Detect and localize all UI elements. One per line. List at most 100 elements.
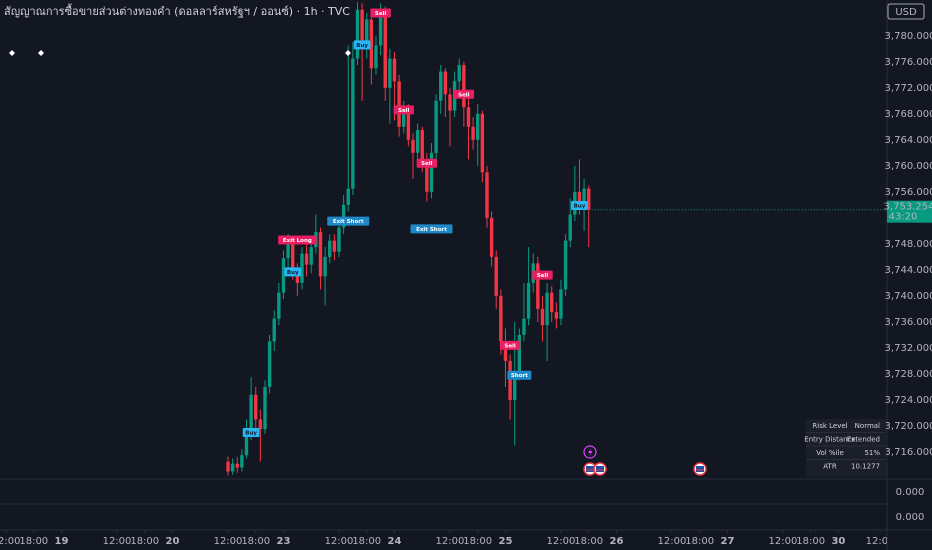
y-tick-label: 3,736.000 bbox=[885, 317, 932, 328]
last-price-box bbox=[887, 200, 932, 223]
signal-label bbox=[393, 105, 414, 115]
candle-body bbox=[258, 419, 263, 430]
x-tick-label: 18:00 bbox=[574, 536, 603, 547]
candle-body bbox=[332, 240, 337, 252]
signal-text: Exit Short bbox=[416, 227, 447, 233]
signal-text: Exit Long bbox=[283, 238, 312, 244]
x-tick-label: 12:00 bbox=[103, 536, 132, 547]
x-tick-label: 12:00 bbox=[866, 536, 895, 547]
table-value: Normal bbox=[855, 422, 880, 430]
candle-body bbox=[397, 81, 401, 127]
candle-body bbox=[536, 263, 540, 309]
candle-body bbox=[346, 188, 350, 205]
flag-icon[interactable] bbox=[593, 462, 607, 476]
candle-body bbox=[244, 436, 249, 456]
table-label: Vol %ile bbox=[816, 449, 844, 457]
x-tick-label: 18:00 bbox=[352, 536, 381, 547]
x-tick-label: 12:00 bbox=[0, 536, 20, 547]
signal-text: Sell bbox=[421, 161, 433, 167]
table-value: 51% bbox=[864, 449, 880, 457]
y-tick-label: 3,740.000 bbox=[885, 291, 932, 302]
candle-body bbox=[499, 295, 503, 342]
event-icons bbox=[583, 445, 707, 476]
x-tick-label: 18:00 bbox=[130, 536, 159, 547]
candle-body bbox=[415, 130, 420, 153]
table-label: ATR bbox=[823, 463, 837, 471]
candle-body bbox=[411, 139, 415, 153]
candle-body bbox=[559, 289, 563, 319]
currency-label: USD bbox=[895, 7, 917, 18]
candle-body bbox=[489, 217, 494, 257]
flag-icon[interactable] bbox=[693, 462, 707, 476]
y-tick-label: 3,756.000 bbox=[885, 187, 932, 198]
candle-body bbox=[300, 253, 304, 283]
candle-body bbox=[577, 191, 582, 205]
candle-body bbox=[485, 172, 489, 218]
candle-body bbox=[443, 71, 448, 95]
candle-body bbox=[522, 318, 526, 335]
candle-body bbox=[355, 9, 360, 59]
candle-body bbox=[476, 113, 480, 140]
candle-body bbox=[503, 341, 508, 361]
y-tick-label: 3,760.000 bbox=[885, 161, 932, 172]
candle-body bbox=[508, 360, 512, 400]
candle-body bbox=[550, 292, 554, 313]
signal-text: Short bbox=[511, 373, 528, 379]
x-tick-label: 12:00 bbox=[436, 536, 465, 547]
y-tick-label: 3,724.000 bbox=[885, 395, 932, 406]
x-tick-label: 19 bbox=[55, 536, 69, 547]
candle-body bbox=[462, 65, 466, 108]
candle-body bbox=[425, 162, 429, 192]
y-tick-label: 3,732.000 bbox=[885, 343, 932, 354]
table-value: 10.1277 bbox=[851, 463, 880, 471]
x-tick-label: 24 bbox=[388, 536, 402, 547]
table-label: Entry Distance bbox=[804, 436, 855, 444]
candle-body bbox=[429, 152, 434, 192]
candle-body bbox=[568, 214, 572, 241]
candle-body bbox=[587, 188, 591, 210]
signal-text: Sell bbox=[375, 11, 387, 17]
signal-text: Buy bbox=[356, 43, 368, 49]
signal-label bbox=[416, 158, 438, 168]
table-background bbox=[806, 419, 886, 477]
x-tick-label: 18:00 bbox=[19, 536, 48, 547]
signal-text: Buy bbox=[287, 270, 299, 276]
candle-body bbox=[369, 19, 374, 69]
candle-body bbox=[263, 386, 267, 430]
x-tick-label: 12:00 bbox=[547, 536, 576, 547]
table-value: Extended bbox=[847, 436, 880, 444]
y-tick-label: 3,748.000 bbox=[885, 239, 932, 250]
y-tick-label: 3,772.000 bbox=[885, 83, 932, 94]
indicator-markers bbox=[9, 50, 351, 56]
candle-body bbox=[513, 373, 517, 400]
signal-text: Sell bbox=[504, 343, 516, 349]
candle-body bbox=[309, 247, 313, 265]
candle-body bbox=[318, 232, 323, 277]
y-axis: 3,716.000 3,720.000 3,724.000 3,728.000 3,73… bbox=[885, 31, 932, 458]
candle-body bbox=[235, 463, 239, 468]
plot-area: Buy Exit Long Buy Exit Short Buy Sell Sell Sell… bbox=[226, 1, 887, 476]
currency-button[interactable] bbox=[887, 3, 925, 20]
x-tick-label: 18:00 bbox=[463, 536, 492, 547]
candle-body bbox=[434, 100, 438, 153]
table-label: Risk Level bbox=[812, 422, 847, 430]
x-tick-label: 12:00 bbox=[214, 536, 243, 547]
countdown-label: 43:20 bbox=[889, 212, 918, 223]
candle-body bbox=[466, 107, 471, 127]
candle-body bbox=[286, 243, 290, 259]
candle-body bbox=[341, 204, 346, 228]
candle-body bbox=[240, 455, 244, 468]
candle-body bbox=[226, 461, 230, 472]
signal-label bbox=[278, 235, 317, 245]
diamond bbox=[9, 50, 15, 56]
candle-body bbox=[328, 240, 332, 257]
candle-body bbox=[360, 9, 364, 43]
candle-body bbox=[272, 318, 276, 342]
candle-body bbox=[388, 58, 392, 88]
y-tick-label: 3,744.000 bbox=[885, 265, 932, 276]
y-tick-label: 3,768.000 bbox=[885, 109, 932, 120]
x-tick-label: 23 bbox=[277, 536, 291, 547]
